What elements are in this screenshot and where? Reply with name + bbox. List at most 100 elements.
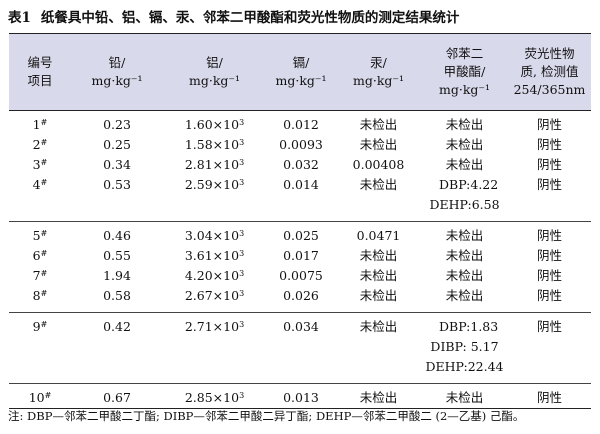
group-divider [9,215,591,222]
table-row: 2# 0.25 1.58×103 0.0093 未检出 未检出 阴性 [9,135,591,155]
cell-id: 9# [32,319,48,334]
cell-phthalates: 未检出 [445,288,484,303]
cell-mercury: 未检出 [359,248,398,263]
cell-cadmium: 0.026 [283,288,319,303]
cell-cadmium: 0.032 [283,157,319,172]
table-row-continuation: DEHP:6.58 [9,195,591,215]
cell-lead: 0.23 [103,117,131,132]
cell-id: 5# [32,228,48,243]
cell-aluminum: 2.81×103 [184,157,245,172]
cell-aluminum: 1.60×103 [184,117,245,132]
cell-fluorescence: 阴性 [536,157,562,172]
cell-fluorescence: 阴性 [536,319,562,334]
cell-lead: 0.53 [103,177,131,192]
cell-lead: 0.55 [103,248,131,263]
table-caption: 纸餐具中铅、铝、镉、汞、邻苯二甲酸酯和荧光性物质的测定结果统计 [40,10,460,26]
cell-phthalates: 未检出 [445,117,484,132]
cell-aluminum: 1.58×103 [184,137,245,152]
cell-mercury: 未检出 [336,383,421,409]
cell-id: 3# [32,157,48,172]
header-mercury: 汞/mg·kg⁻¹ [336,33,421,111]
cell-id: 10# [9,383,71,409]
cell-fluorescence: 阴性 [536,228,562,243]
table-row: 4# 0.53 2.59×103 0.014 未检出 DBP:4.22 阴性 [9,175,591,195]
cell-fluorescence: 阴性 [536,137,562,152]
table-row: 10# 0.67 2.85×103 0.013 未检出 未检出 阴性 [9,383,591,409]
header-cadmium: 镉/mg·kg⁻¹ [266,33,336,111]
cell-id: 7# [32,268,48,283]
cell-mercury: 未检出 [359,117,398,132]
header-fluorescence: 荧光性物 质, 检测值 254/365nm [508,33,591,111]
cell-phthalates: 未检出 [421,383,508,409]
cell-phthalates: 未检出 [445,228,484,243]
cell-fluorescence: 阴性 [536,117,562,132]
cell-phthalates: DBP:1.83 [439,319,499,334]
table-row: 7# 1.94 4.20×103 0.0075 未检出 未检出 阴性 [9,266,591,286]
cell-phthalates: 未检出 [445,157,484,172]
cell-lead: 0.42 [103,319,131,334]
cell-mercury: 未检出 [359,319,398,334]
header-phthalates: 邻苯二 甲酸酯/mg·kg⁻¹ [421,33,508,111]
cell-id: 1# [32,117,48,132]
results-table: 编号 项目 铅/mg·kg⁻¹ 铝/mg·kg⁻¹ 镉/mg·kg⁻¹ 汞/mg·… [9,33,591,409]
cell-cadmium: 0.013 [266,383,336,409]
table-footnote: 注: DBP—邻苯二甲酸二丁酯; DIBP—邻苯二甲酸二异丁酯; DEHP—邻苯… [8,409,525,423]
cell-cadmium: 0.025 [283,228,319,243]
cell-phthalates: 未检出 [445,248,484,263]
table-title: 表1 纸餐具中铅、铝、镉、汞、邻苯二甲酸酯和荧光性物质的测定结果统计 [8,6,459,26]
cell-cadmium: 0.0093 [279,137,323,152]
cell-mercury: 未检出 [359,137,398,152]
header-aluminum: 铝/mg·kg⁻¹ [163,33,266,111]
cell-lead: 0.34 [103,157,131,172]
group-divider [9,306,591,313]
table-row: 5# 0.46 3.04×103 0.025 0.0471 未检出 阴性 [9,222,591,247]
cell-aluminum: 4.20×103 [184,268,245,283]
cell-phthalates: DBP:4.22 [439,177,499,192]
cell-mercury: 未检出 [359,177,398,192]
cell-lead: 0.58 [103,288,131,303]
cell-id: 2# [32,137,48,152]
table-row-continuation: DIBP: 5.17 [9,337,591,357]
header-id: 编号 项目 [9,33,71,111]
cell-fluorescence: 阴性 [536,177,562,192]
cell-id: 6# [32,248,48,263]
cell-aluminum: 2.85×103 [163,383,266,409]
cell-phthalates: DIBP: 5.17 [430,339,499,354]
cell-lead: 0.67 [71,383,163,409]
header-lead: 铅/mg·kg⁻¹ [71,33,163,111]
table-row: 6# 0.55 3.61×103 0.017 未检出 未检出 阴性 [9,246,591,266]
cell-mercury: 未检出 [359,268,398,283]
table-row: 1# 0.23 1.60×103 0.012 未检出 未检出 阴性 [9,111,591,136]
cell-fluorescence: 阴性 [536,288,562,303]
cell-cadmium: 0.0075 [279,268,323,283]
cell-mercury: 0.0471 [356,228,401,243]
cell-cadmium: 0.014 [283,177,319,192]
cell-lead: 0.25 [103,137,131,152]
cell-phthalates: 未检出 [445,268,484,283]
cell-phthalates: 未检出 [445,137,484,152]
cell-aluminum: 3.04×103 [184,228,245,243]
group-divider [9,377,591,384]
cell-aluminum: 2.59×103 [184,177,245,192]
cell-lead: 1.94 [103,268,131,283]
cell-mercury: 未检出 [359,288,398,303]
table-number: 表1 [8,10,31,26]
cell-phthalates: DEHP:6.58 [429,197,500,212]
header-row: 编号 项目 铅/mg·kg⁻¹ 铝/mg·kg⁻¹ 镉/mg·kg⁻¹ 汞/mg·… [9,33,591,111]
cell-id: 4# [32,177,48,192]
table-row-continuation: DEHP:22.44 [9,357,591,377]
cell-fluorescence: 阴性 [536,248,562,263]
cell-aluminum: 2.67×103 [184,288,245,303]
cell-mercury: 0.00408 [352,157,405,172]
cell-fluorescence: 阴性 [536,268,562,283]
cell-aluminum: 2.71×103 [184,319,245,334]
cell-aluminum: 3.61×103 [184,248,245,263]
cell-fluorescence: 阴性 [508,383,591,409]
cell-phthalates: DEHP:22.44 [425,359,504,374]
table-row: 8# 0.58 2.67×103 0.026 未检出 未检出 阴性 [9,286,591,306]
cell-cadmium: 0.012 [283,117,319,132]
cell-lead: 0.46 [103,228,131,243]
table-row: 3# 0.34 2.81×103 0.032 0.00408 未检出 阴性 [9,155,591,175]
table-row: 9# 0.42 2.71×103 0.034 未检出 DBP:1.83 阴性 [9,313,591,338]
cell-id: 8# [32,288,48,303]
